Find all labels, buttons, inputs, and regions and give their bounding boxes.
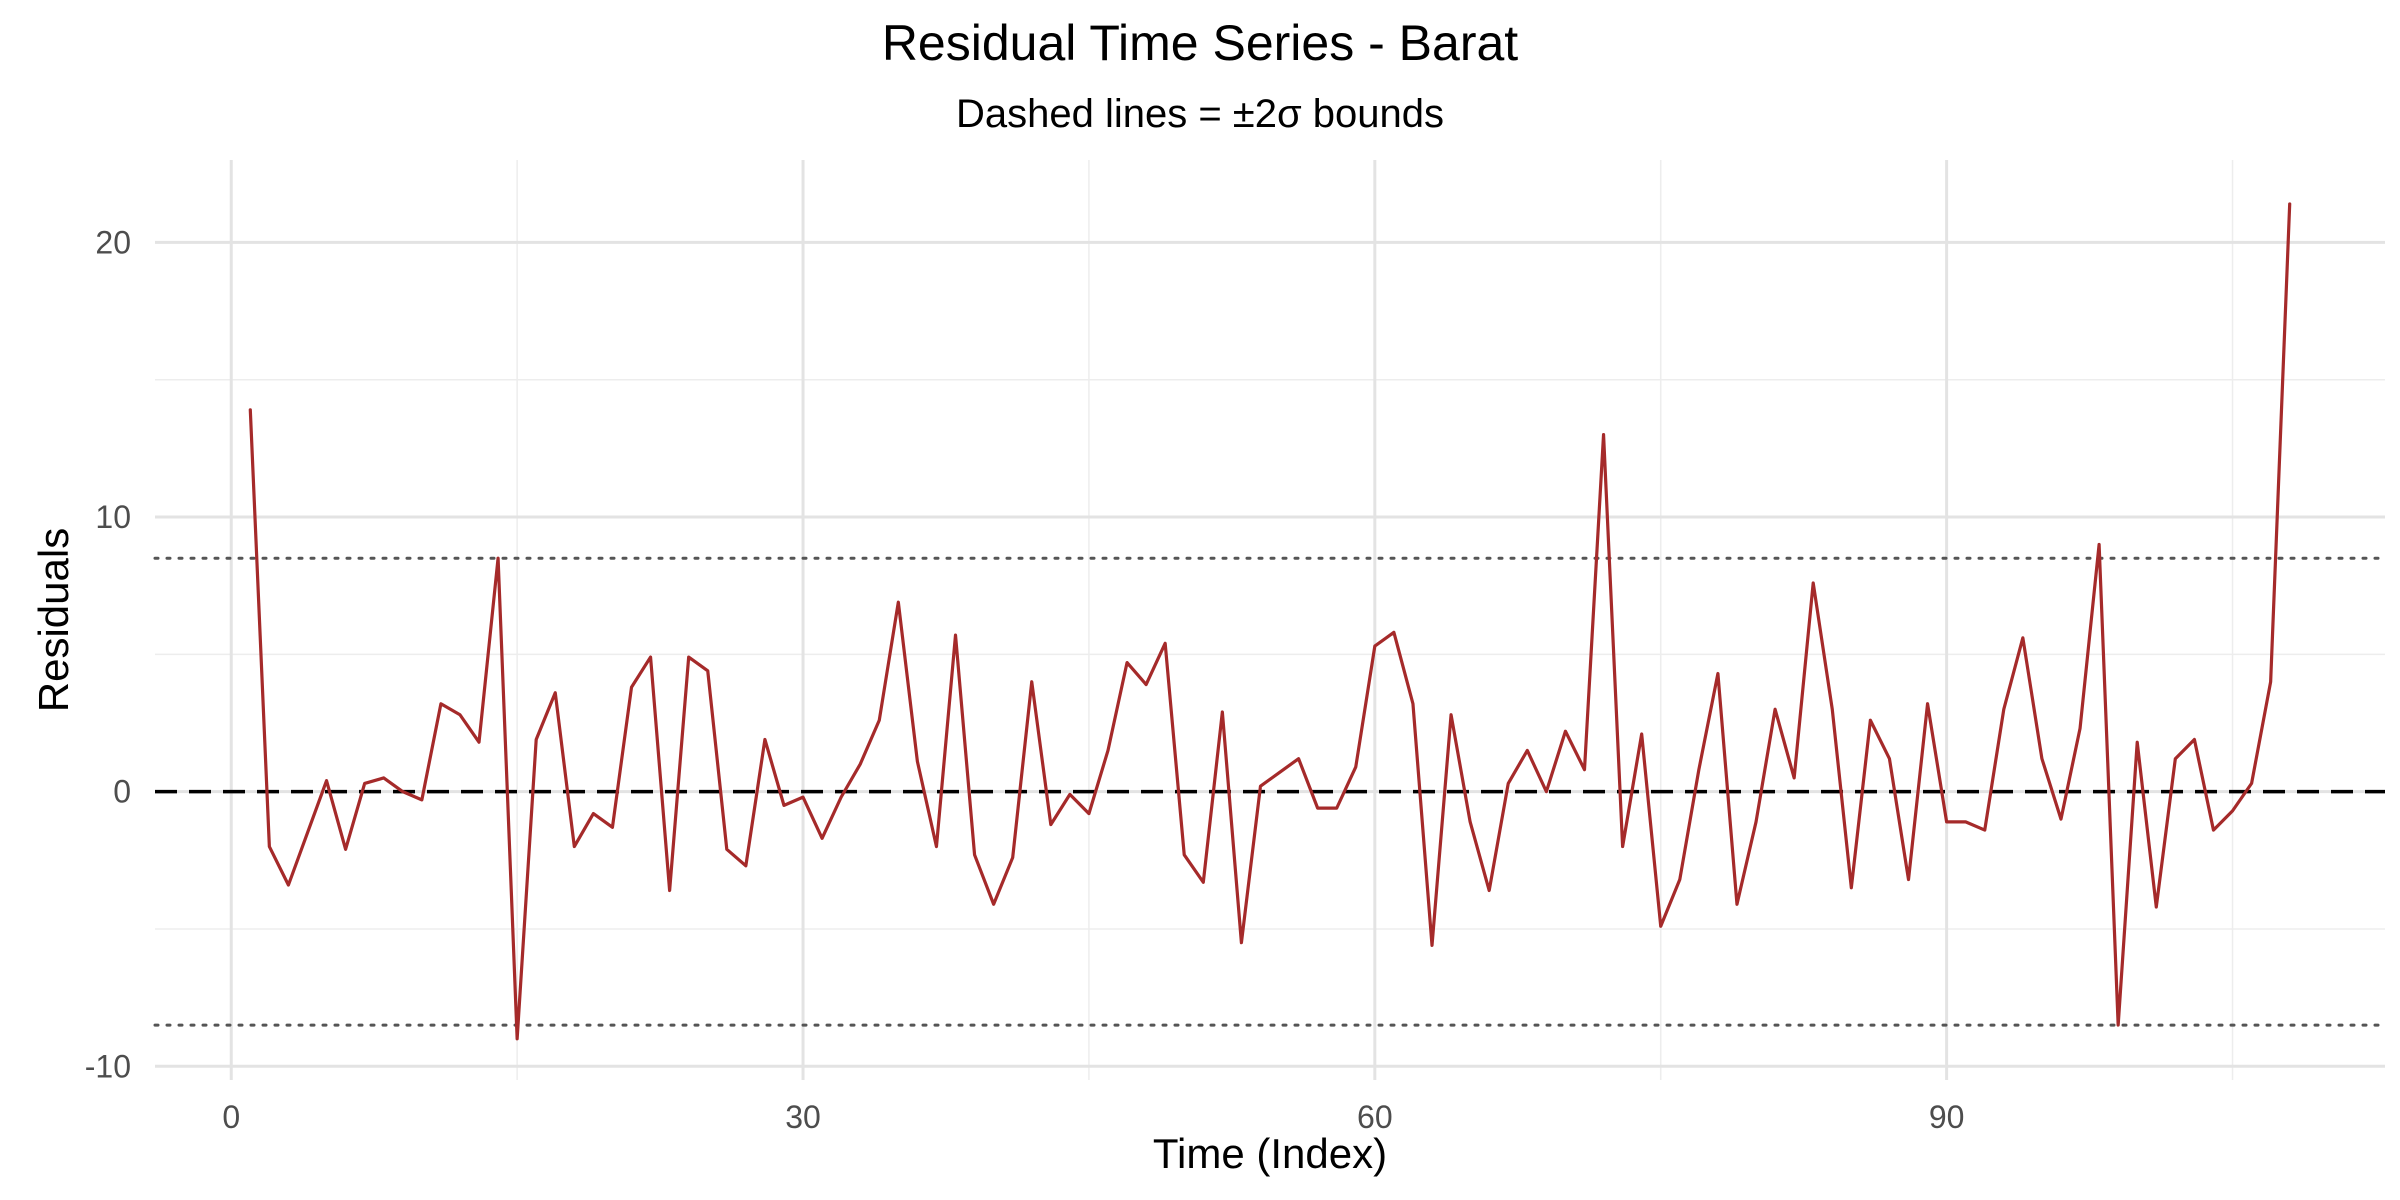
chart-subtitle: Dashed lines = ±2σ bounds bbox=[955, 92, 1445, 136]
y-axis-ticks: -10 0 10 20 bbox=[85, 224, 131, 1084]
x-tick-label: 0 bbox=[222, 1099, 240, 1135]
y-tick-label: 0 bbox=[113, 774, 131, 810]
y-tick-label: 10 bbox=[95, 499, 131, 535]
y-tick-label: -10 bbox=[85, 1048, 131, 1084]
x-axis-ticks: 0 30 60 90 bbox=[222, 1099, 1964, 1135]
x-tick-label: 90 bbox=[1929, 1099, 1965, 1135]
chart-title: Residual Time Series - Barat bbox=[881, 15, 1519, 71]
y-axis-title: Residuals bbox=[30, 528, 77, 712]
x-axis-title: Time (Index) bbox=[1153, 1130, 1387, 1177]
x-tick-label: 60 bbox=[1357, 1099, 1393, 1135]
grid-minor bbox=[155, 160, 2385, 1080]
x-tick-label: 30 bbox=[785, 1099, 821, 1135]
grid-major bbox=[155, 160, 2385, 1080]
y-tick-label: 20 bbox=[95, 224, 131, 260]
series-group bbox=[248, 202, 2292, 1041]
reference-lines bbox=[153, 556, 2387, 1027]
series-line-residuals bbox=[248, 202, 2292, 1041]
